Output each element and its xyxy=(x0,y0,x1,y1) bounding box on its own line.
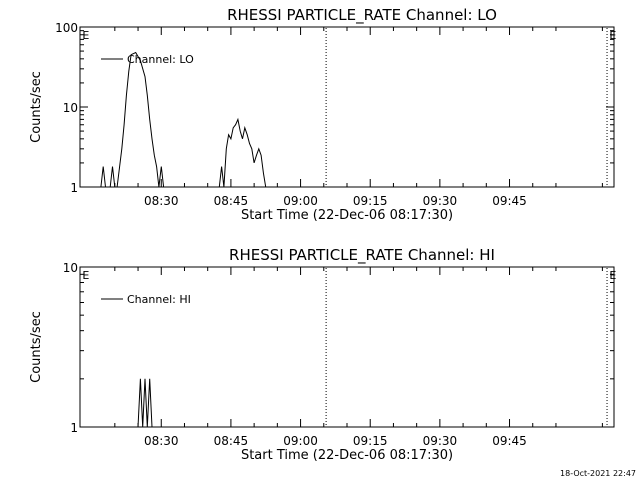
panel2-y-tick-label: 1 xyxy=(70,421,78,435)
plot-timestamp: 18-Oct-2021 22:47 xyxy=(560,469,636,478)
panel2-x-tick-label: 09:00 xyxy=(283,434,318,448)
panel2-y-axis-label: Counts/sec xyxy=(29,311,44,383)
panel2-legend-label: Channel: HI xyxy=(127,293,191,306)
panel1-series-line-0 xyxy=(100,51,273,187)
panel2-y-tick-label: 10 xyxy=(63,261,78,275)
panel1-y-axis-label: Counts/sec xyxy=(29,71,44,143)
panel1-title: RHESSI PARTICLE_RATE Channel: LO xyxy=(227,6,497,25)
panel1-x-tick-label: 09:00 xyxy=(283,194,318,208)
panel1-legend-label: Channel: LO xyxy=(127,53,194,66)
panel1-x-tick-label: 08:45 xyxy=(214,194,249,208)
panel2-axes-frame xyxy=(79,266,615,428)
panel2-x-tick-label: 08:45 xyxy=(214,434,249,448)
panel2-event-mark-0: E xyxy=(82,269,89,282)
panel2-x-tick-label: 09:45 xyxy=(492,434,527,448)
panel1-event-mark-1: E xyxy=(609,29,616,42)
panel1-y-tick-label: 1 xyxy=(70,181,78,195)
panel2-title: RHESSI PARTICLE_RATE Channel: HI xyxy=(229,246,495,265)
panel1-event-mark-0: E xyxy=(82,29,89,42)
panel1-x-tick-label: 08:30 xyxy=(144,194,179,208)
panel2-x-tick-label: 09:15 xyxy=(353,434,388,448)
panel1-y-tick-label: 100 xyxy=(55,21,78,35)
panel2-x-tick-label: 08:30 xyxy=(144,434,179,448)
panel1-x-tick-label: 09:30 xyxy=(423,194,458,208)
panel1-axes-frame xyxy=(79,26,615,188)
panel1-x-tick-label: 09:15 xyxy=(353,194,388,208)
panel1-x-tick-label: 09:45 xyxy=(492,194,527,208)
panel2-x-axis-label: Start Time (22-Dec-06 08:17:30) xyxy=(241,448,453,463)
panel2-series-line-0 xyxy=(137,378,153,427)
panel2-event-mark-1: E xyxy=(609,269,616,282)
panel1-x-axis-label: Start Time (22-Dec-06 08:17:30) xyxy=(241,208,453,223)
panel2-x-tick-label: 09:30 xyxy=(423,434,458,448)
panel1-y-tick-label: 10 xyxy=(63,101,78,115)
